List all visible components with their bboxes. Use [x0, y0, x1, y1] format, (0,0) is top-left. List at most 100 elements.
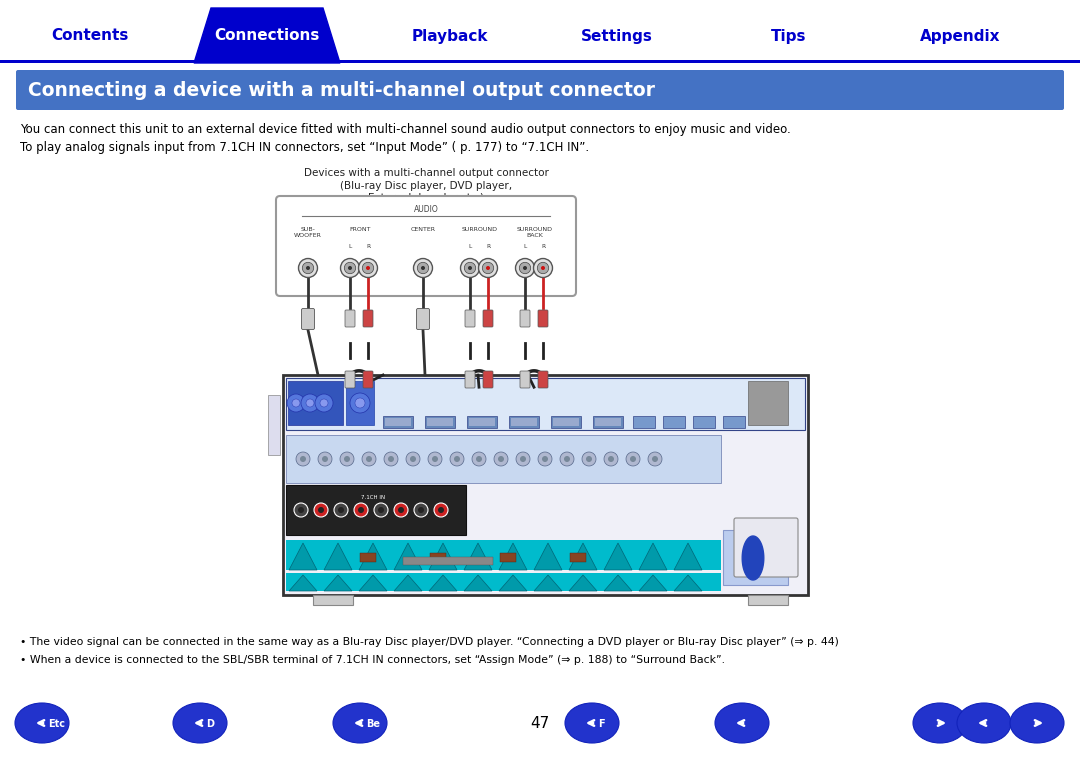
Text: (Blu-ray Disc player, DVD player,: (Blu-ray Disc player, DVD player, — [340, 181, 512, 191]
Bar — [511, 418, 537, 426]
Circle shape — [306, 266, 310, 270]
Circle shape — [410, 456, 416, 462]
Circle shape — [478, 259, 498, 278]
Ellipse shape — [1010, 703, 1064, 743]
Circle shape — [378, 507, 384, 513]
Circle shape — [472, 452, 486, 466]
Circle shape — [432, 456, 438, 462]
Polygon shape — [464, 575, 492, 591]
Bar — [427, 418, 453, 426]
Circle shape — [564, 456, 570, 462]
Circle shape — [362, 452, 376, 466]
Text: Connecting a device with a multi-channel output connector: Connecting a device with a multi-channel… — [28, 81, 654, 100]
Text: To play analog signals input from 7.1CH IN connectors, set “Input Mode” ( p. 177: To play analog signals input from 7.1CH … — [21, 141, 589, 154]
Text: Tips: Tips — [771, 28, 807, 43]
Circle shape — [366, 456, 372, 462]
Bar — [748, 595, 788, 605]
Bar — [595, 418, 621, 426]
Bar — [467, 416, 497, 428]
Circle shape — [464, 263, 475, 274]
Circle shape — [322, 456, 328, 462]
Polygon shape — [674, 575, 702, 591]
Circle shape — [292, 399, 300, 407]
Bar — [723, 416, 745, 428]
Text: SURROUND: SURROUND — [462, 227, 498, 232]
Bar — [633, 416, 654, 428]
Bar — [313, 595, 353, 605]
Polygon shape — [569, 575, 597, 591]
Circle shape — [300, 456, 306, 462]
Circle shape — [355, 398, 365, 408]
Bar — [283, 375, 808, 595]
Circle shape — [374, 503, 388, 517]
Circle shape — [406, 452, 420, 466]
Circle shape — [399, 507, 404, 513]
Text: Etc: Etc — [48, 719, 65, 729]
Bar — [500, 553, 516, 562]
Text: • When a device is connected to the SBL/SBR terminal of 7.1CH IN connectors, set: • When a device is connected to the SBL/… — [21, 655, 725, 665]
Bar — [286, 540, 721, 570]
Circle shape — [294, 503, 308, 517]
Circle shape — [314, 503, 328, 517]
Bar — [383, 416, 413, 428]
Circle shape — [561, 452, 573, 466]
Circle shape — [315, 394, 333, 412]
Circle shape — [434, 503, 448, 517]
Circle shape — [345, 456, 350, 462]
Polygon shape — [534, 575, 562, 591]
Circle shape — [421, 266, 426, 270]
Circle shape — [538, 263, 549, 274]
FancyBboxPatch shape — [483, 371, 492, 388]
Text: L: L — [349, 244, 352, 249]
Circle shape — [538, 452, 552, 466]
Circle shape — [534, 259, 553, 278]
Circle shape — [630, 456, 636, 462]
Circle shape — [586, 456, 592, 462]
FancyBboxPatch shape — [363, 371, 373, 388]
Circle shape — [338, 507, 345, 513]
Circle shape — [582, 452, 596, 466]
FancyBboxPatch shape — [734, 518, 798, 577]
Ellipse shape — [173, 703, 227, 743]
Text: AUDIO: AUDIO — [414, 205, 438, 214]
Circle shape — [418, 507, 424, 513]
Polygon shape — [394, 575, 422, 591]
Circle shape — [348, 266, 352, 270]
Text: 7.1CH IN: 7.1CH IN — [361, 495, 386, 500]
Polygon shape — [569, 543, 597, 570]
Bar — [748, 381, 788, 425]
Circle shape — [516, 452, 530, 466]
Polygon shape — [604, 543, 632, 570]
Polygon shape — [499, 543, 527, 570]
Text: L: L — [524, 244, 527, 249]
Circle shape — [362, 263, 374, 274]
Polygon shape — [289, 543, 318, 570]
Bar — [469, 418, 495, 426]
Text: SURROUND
BACK: SURROUND BACK — [517, 227, 553, 237]
Bar — [268, 395, 280, 455]
Circle shape — [648, 452, 662, 466]
Circle shape — [384, 452, 399, 466]
Text: SUB-
WOOFER: SUB- WOOFER — [294, 227, 322, 237]
Bar — [509, 416, 539, 428]
FancyBboxPatch shape — [417, 308, 430, 330]
Circle shape — [359, 259, 378, 278]
Circle shape — [428, 452, 442, 466]
Circle shape — [498, 456, 504, 462]
FancyBboxPatch shape — [538, 371, 548, 388]
Text: Devices with a multi-channel output connector: Devices with a multi-channel output conn… — [303, 168, 549, 178]
Polygon shape — [394, 543, 422, 570]
Circle shape — [414, 503, 428, 517]
Circle shape — [450, 452, 464, 466]
Bar — [723, 530, 788, 585]
Text: F: F — [598, 719, 605, 729]
Ellipse shape — [715, 703, 769, 743]
Circle shape — [519, 456, 526, 462]
Polygon shape — [429, 543, 457, 570]
Bar — [593, 416, 623, 428]
FancyBboxPatch shape — [519, 371, 530, 388]
Text: Be: Be — [366, 719, 380, 729]
Bar — [403, 557, 492, 565]
Bar — [553, 418, 579, 426]
FancyBboxPatch shape — [538, 310, 548, 327]
